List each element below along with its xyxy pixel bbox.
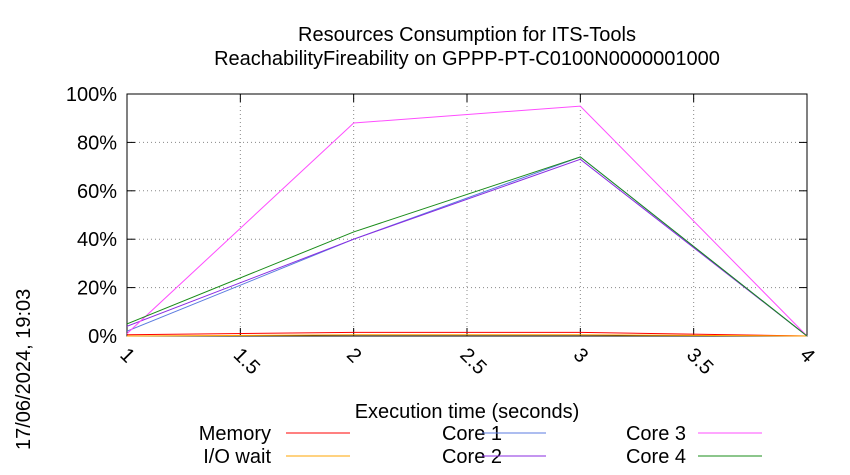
x-tick-label: 3.5: [682, 344, 717, 379]
series-lines: [126, 105, 808, 337]
legend-label-memory: Memory: [199, 423, 271, 445]
series-line-core-2: [126, 158, 808, 337]
series-line-memory: [126, 331, 808, 337]
x-tick-label: 2.5: [455, 344, 490, 379]
legend-label-core-4: Core 4: [626, 446, 686, 468]
legend-label-core-2: Core 2: [442, 446, 502, 468]
legend-label-i-o-wait: I/O wait: [203, 446, 271, 468]
y-tick-label: 40%: [77, 229, 117, 251]
chart-title-line-1: Resources Consumption for ITS-Tools: [298, 24, 636, 46]
y-axis: 0% 20% 40% 60% 80% 100%: [66, 84, 807, 348]
chart-title: Resources Consumption for ITS-Tools Reac…: [214, 24, 720, 70]
grid: [127, 94, 807, 336]
x-tick-label: 1.5: [229, 344, 264, 379]
x-tick-label: 2: [342, 344, 365, 367]
x-tick-label: 1: [115, 344, 138, 367]
y-tick-label: 100%: [66, 84, 117, 106]
legend-label-core-3: Core 3: [626, 423, 686, 445]
x-axis-label: Execution time (seconds): [355, 401, 580, 423]
legend-label-core-1: Core 1: [442, 423, 502, 445]
series-line-i-o-wait: [126, 334, 808, 337]
series-line-core-3: [126, 105, 808, 337]
x-tick-label: 4: [795, 344, 818, 367]
series-line-core-4: [126, 156, 808, 337]
x-tick-label: 3: [569, 344, 592, 367]
y-tick-label: 0%: [88, 326, 117, 348]
y-tick-label: 60%: [77, 181, 117, 203]
y-tick-label: 20%: [77, 278, 117, 300]
y-tick-label: 80%: [77, 132, 117, 154]
timestamp: 17/06/2024, 19:03: [13, 289, 35, 450]
chart-title-line-2: ReachabilityFireability on GPPP-PT-C0100…: [214, 48, 720, 70]
